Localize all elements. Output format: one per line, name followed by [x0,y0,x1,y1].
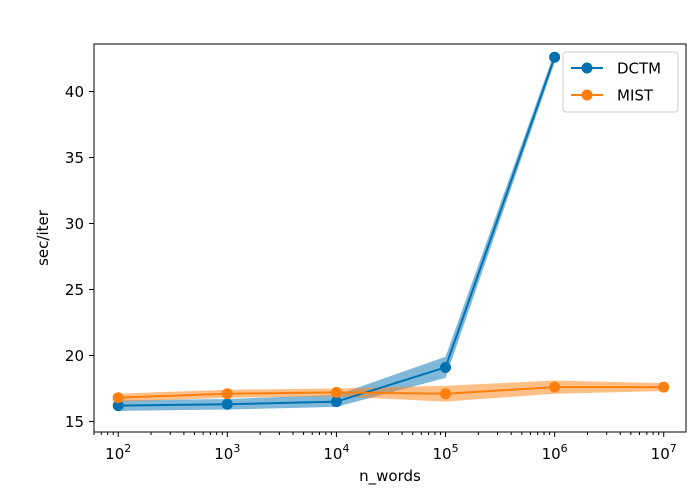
y-tick-label: 40 [65,83,84,101]
point-mist [549,381,561,393]
y-axis-ticks: 15 20 25 30 35 40 [65,83,94,431]
plot-frame [93,43,687,433]
legend-marker-dctm [581,62,593,74]
point-dctm [112,400,124,412]
point-dctm [221,398,233,410]
band-dctm [118,51,555,411]
legend-label-dctm: DCTM [617,60,661,78]
x-axis-label: n_words [359,467,421,486]
x-tick-label: 103 [214,442,240,463]
point-mist [221,388,233,400]
band-mist [118,380,664,402]
series-markers [112,51,670,412]
line-mist [118,386,664,399]
y-tick-label: 30 [65,215,84,233]
legend-label-mist: MIST [617,87,654,105]
x-axis-ticks: 102 103 104 105 106 107 [93,432,677,463]
point-mist [658,381,670,393]
x-tick-label: 107 [651,442,677,463]
point-mist [440,388,452,400]
point-mist [112,392,124,404]
legend-marker-mist [581,89,593,101]
point-dctm [330,396,342,408]
point-mist [330,386,342,398]
y-tick-label: 15 [65,413,84,431]
x-tick-label: 102 [105,442,131,463]
point-dctm [440,361,452,373]
y-axis-label: sec/iter [34,209,52,266]
x-tick-label: 105 [432,442,458,463]
point-dctm [549,51,561,63]
line-dctm [118,56,556,407]
y-tick-label: 25 [65,281,84,299]
x-tick-label: 104 [323,442,349,463]
x-tick-label: 106 [542,442,568,463]
legend: DCTM MIST [562,51,679,113]
y-tick-label: 20 [65,347,84,365]
y-tick-label: 35 [65,149,84,167]
confidence-bands [118,51,664,411]
